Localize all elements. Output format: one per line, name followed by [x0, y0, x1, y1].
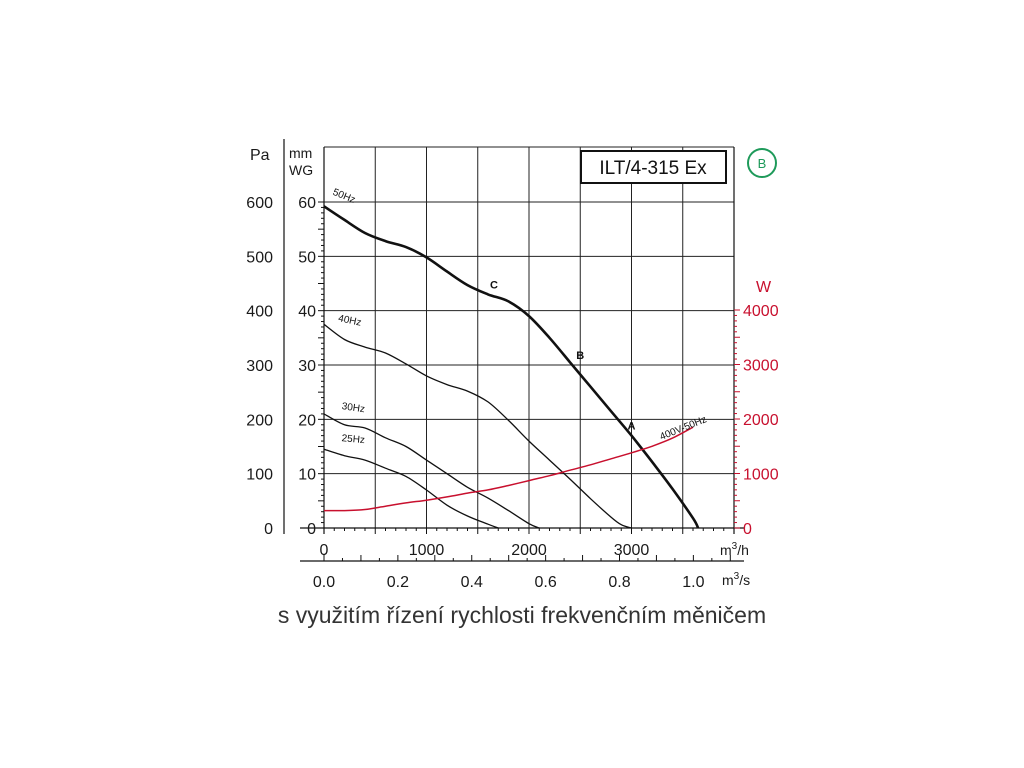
tick-label-pa: 100	[246, 467, 273, 484]
series-400V-50Hz	[323, 426, 694, 512]
tick-label-mmwg: 10	[298, 467, 316, 484]
tick-label-m3s: 0.4	[461, 574, 483, 591]
operating-point-C: C	[490, 279, 498, 291]
tick-label-power: 2000	[743, 412, 779, 429]
tick-label-m3h: 3000	[614, 542, 650, 559]
series-25Hz	[323, 448, 499, 529]
series-label-25Hz: 25Hz	[341, 433, 365, 446]
pa-unit: Pa	[250, 147, 270, 164]
tick-label-power: 0	[743, 521, 752, 538]
tick-label-m3h: 0	[320, 542, 329, 559]
operating-point-B: B	[576, 350, 584, 362]
tick-label-mmwg: 60	[298, 195, 316, 212]
series-30Hz	[323, 413, 540, 529]
flow-unit-m3h: m3/h	[720, 541, 749, 558]
tick-label-mmwg: 20	[298, 412, 316, 429]
flow-unit-m3s: m3/s	[722, 571, 750, 588]
tick-label-mmwg: 0	[307, 521, 316, 538]
tick-label-m3s: 1.0	[682, 574, 704, 591]
tick-label-pa: 600	[246, 195, 273, 212]
tick-label-mmwg: 50	[298, 249, 316, 266]
tick-label-m3h: 2000	[511, 542, 547, 559]
tick-label-power: 1000	[743, 467, 779, 484]
tick-label-pa: 200	[246, 412, 273, 429]
badge-label: B	[758, 156, 767, 171]
series-layer	[323, 205, 700, 529]
tick-label-pa: 500	[246, 249, 273, 266]
operating-point-A: A	[628, 421, 636, 433]
tick-label-mmwg: 30	[298, 358, 316, 375]
tick-label-power: 4000	[743, 303, 779, 320]
tick-label-mmwg: 40	[298, 304, 316, 321]
tick-label-m3h: 1000	[409, 542, 445, 559]
series-label-40Hz: 40Hz	[337, 313, 362, 329]
mmwg-unit-line2: WG	[289, 162, 313, 178]
series-50Hz	[323, 205, 700, 529]
tick-label-m3s: 0.6	[534, 574, 556, 591]
tick-label-pa: 300	[246, 358, 273, 375]
tick-label-m3s: 0.8	[608, 574, 630, 591]
mmwg-unit-line1: mm	[289, 145, 312, 161]
fan-performance-chart: 0100200300400500600010203040506001000200…	[246, 139, 779, 591]
operating-points: A B C	[490, 279, 636, 432]
power-unit: W	[756, 279, 772, 296]
tick-label-m3s: 0.0	[313, 574, 335, 591]
model-label: ILT/4-315 Ex	[599, 158, 707, 179]
series-40Hz	[323, 323, 632, 529]
series-label-30Hz: 30Hz	[341, 401, 366, 415]
tick-label-pa: 400	[246, 304, 273, 321]
axes	[283, 139, 744, 562]
tick-label-power: 3000	[743, 358, 779, 375]
model-box: ILT/4-315 Ex	[580, 150, 727, 184]
tick-label-m3s: 0.2	[387, 574, 409, 591]
chart-caption: s využitím řízení rychlosti frekvenčním …	[277, 602, 767, 628]
tick-label-pa: 0	[264, 521, 273, 538]
tick-labels: 0100200300400500600010203040506001000200…	[246, 195, 778, 591]
badge: B	[747, 148, 777, 178]
